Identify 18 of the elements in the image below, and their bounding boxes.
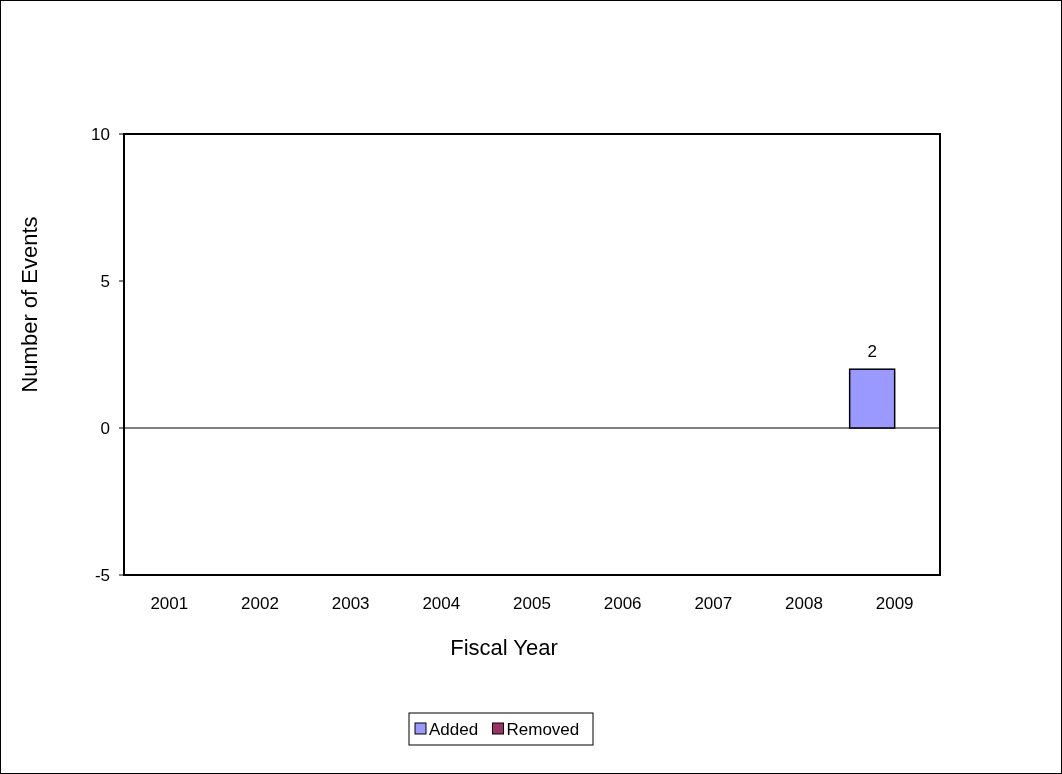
x-axis-title: Fiscal Year xyxy=(450,635,558,660)
y-tick-label: 5 xyxy=(100,272,110,291)
x-tick-label: 2001 xyxy=(150,594,189,613)
x-tick-label: 2006 xyxy=(603,594,642,613)
legend-label: Removed xyxy=(506,720,580,739)
y-tick-label: 0 xyxy=(100,419,110,438)
x-tick-label: 2008 xyxy=(785,594,823,613)
x-tick-label: 2009 xyxy=(875,594,914,613)
y-axis-title: Number of Events xyxy=(17,216,42,393)
x-tick-label: 2005 xyxy=(513,594,551,613)
y-tick-label: -5 xyxy=(94,566,110,585)
x-tick-label: 2002 xyxy=(241,594,279,613)
x-tick-label: 2004 xyxy=(422,594,461,613)
x-tick-label: 2003 xyxy=(331,594,370,613)
y-tick-label: 10 xyxy=(91,125,110,144)
legend-label: Added xyxy=(429,720,479,739)
data-label: 2 xyxy=(867,342,877,362)
x-tick-label: 2007 xyxy=(694,594,733,613)
